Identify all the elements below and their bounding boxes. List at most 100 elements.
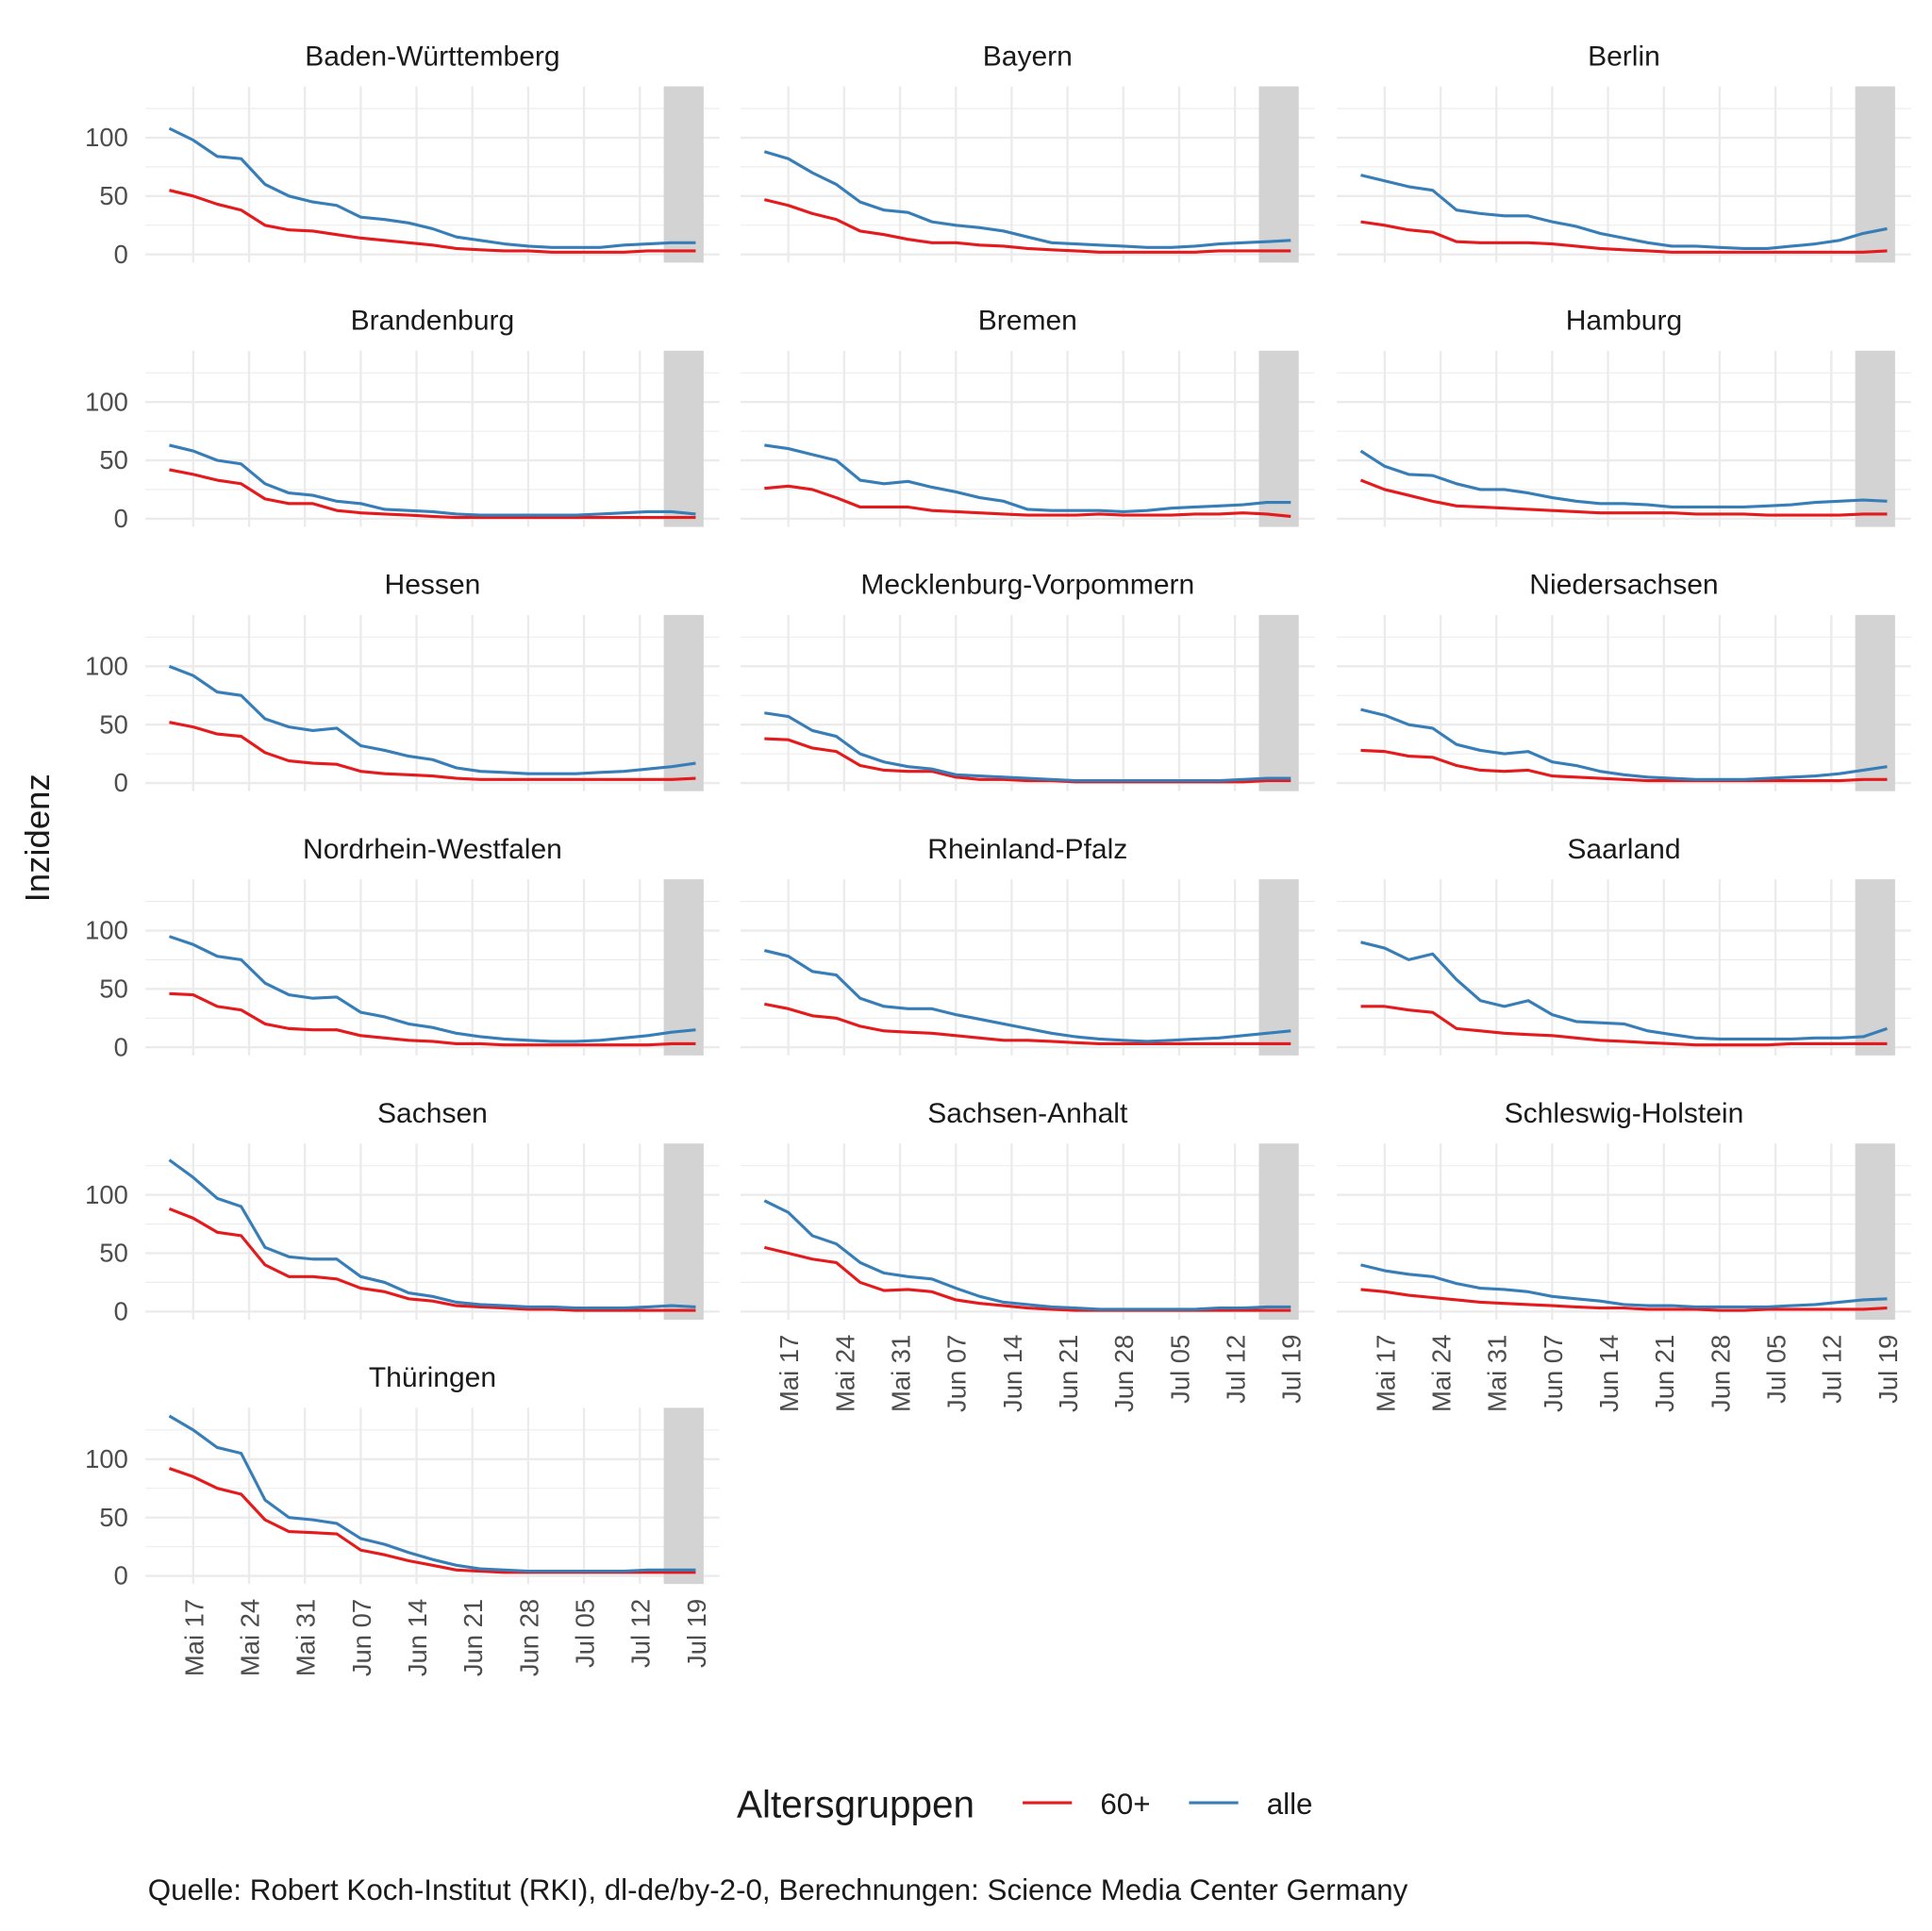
line: [169, 189, 696, 254]
line: [764, 443, 1291, 514]
facet: Hessen 0 50 100: [85, 570, 720, 797]
x-tick-label: Jun 21: [1650, 1335, 1679, 1412]
facet: Sachsen-Anhalt Mai 17 Mai 24 Mai 31 Jun 07 Ju…: [740, 1098, 1315, 1412]
line: [1359, 478, 1888, 517]
line: [764, 711, 1291, 783]
x-tick-label: Jun 07: [942, 1335, 972, 1412]
line: [169, 443, 696, 517]
y-tick-label: 0: [114, 1561, 128, 1590]
x-tick-label: Jul 05: [1762, 1335, 1791, 1404]
line: [169, 991, 696, 1047]
line: [1360, 707, 1888, 781]
shade-band: [1855, 350, 1895, 527]
facet-title: Nordrhein-Westfalen: [303, 834, 562, 865]
x-tick-label: Jun 21: [458, 1599, 488, 1676]
shade-band: [663, 1143, 704, 1321]
y-tick-label: 50: [99, 709, 127, 739]
line: [1360, 1288, 1888, 1312]
y-tick-label: 100: [85, 123, 128, 152]
facet-title: Schleswig-Holstein: [1505, 1098, 1744, 1129]
shade-band: [1258, 350, 1299, 527]
facet: Bayern: [740, 41, 1315, 263]
x-tick-label: Jun 14: [403, 1599, 432, 1676]
x-tick-label: Jun 07: [1539, 1335, 1568, 1412]
x-tick-label: Jun 21: [1054, 1335, 1083, 1412]
x-tick-label: Jul 19: [1874, 1335, 1903, 1404]
x-tick-label: Jun 28: [1109, 1335, 1139, 1412]
x-tick-label: Jul 12: [1818, 1335, 1847, 1404]
x-tick-label: Mai 17: [774, 1335, 804, 1412]
facet: Nordrhein-Westfalen 0 50 100: [85, 834, 720, 1061]
x-tick-label: Jun 14: [998, 1335, 1027, 1412]
y-tick-label: 50: [99, 1239, 127, 1268]
y-tick-label: 100: [85, 387, 128, 416]
shade-band: [663, 879, 704, 1056]
x-tick-label: Mai 31: [886, 1335, 915, 1412]
x-tick-label: Mai 17: [1371, 1335, 1400, 1412]
y-tick-label: 100: [85, 1180, 128, 1209]
facet-title: Bremen: [978, 306, 1077, 337]
line: [763, 949, 1291, 1043]
line: [1360, 1263, 1888, 1308]
y-tick-label: 0: [114, 504, 128, 533]
y-tick-label: 50: [99, 1503, 127, 1532]
y-tick-label: 100: [85, 916, 128, 945]
x-tick-label: Mai 31: [1483, 1335, 1512, 1412]
line: [168, 1414, 696, 1573]
x-tick-label: Jul 12: [1222, 1335, 1251, 1404]
facet: Sachsen 0 50 100: [85, 1098, 720, 1325]
y-tick-label: 50: [99, 974, 127, 1003]
x-tick-label: Mai 24: [830, 1335, 859, 1412]
shade-band: [1258, 86, 1299, 263]
facet: Hamburg: [1337, 306, 1911, 527]
x-tick-label: Jul 19: [1277, 1335, 1307, 1404]
y-tick-label: 0: [114, 1032, 128, 1061]
facet: Brandenburg 0 50 100: [85, 306, 720, 533]
shade-band: [1855, 614, 1895, 791]
x-tick-label: Jun 14: [1594, 1335, 1624, 1412]
y-tick-label: 100: [85, 651, 128, 680]
y-tick-label: 100: [85, 1444, 128, 1473]
facet-title: Mecklenburg-Vorpommern: [860, 570, 1194, 601]
facet-title: Brandenburg: [351, 306, 515, 337]
line: [1360, 220, 1888, 254]
y-tick-label: 50: [99, 181, 127, 210]
line: [168, 664, 696, 775]
caption: Quelle: Robert Koch-Institut (RKI), dl-d…: [148, 1873, 1408, 1906]
line: [763, 1245, 1291, 1312]
line: [1359, 449, 1888, 509]
legend-label: alle: [1267, 1788, 1313, 1821]
facet: Thüringen 0 50 100 Mai 17 Mai 24 Mai 31 Jun 07 J…: [85, 1362, 720, 1676]
shade-band: [663, 1407, 704, 1585]
y-tick-label: 0: [114, 240, 128, 269]
shade-band: [663, 350, 704, 527]
x-tick-label: Jun 28: [514, 1599, 543, 1676]
shade-band: [1855, 86, 1895, 263]
line: [168, 1207, 696, 1312]
facet-title: Rheinland-Pfalz: [927, 834, 1127, 865]
line: [763, 1199, 1291, 1311]
line: [763, 198, 1291, 254]
facet: Schleswig-Holstein Mai 17 Mai 24 Mai 31 Jun …: [1337, 1098, 1911, 1412]
facet-title: Hamburg: [1566, 306, 1683, 337]
legend-label: 60+: [1100, 1788, 1150, 1821]
x-tick-label: Jul 05: [571, 1599, 600, 1668]
shade-band: [1855, 879, 1895, 1056]
line: [168, 126, 696, 249]
facet-title: Baden-Württemberg: [305, 41, 559, 72]
facet-title: Niedersachsen: [1529, 570, 1718, 601]
line: [764, 484, 1291, 518]
facet: Niedersachsen: [1337, 570, 1911, 791]
line: [1360, 748, 1888, 783]
line: [169, 721, 696, 781]
line: [168, 935, 696, 1043]
line: [168, 1158, 696, 1310]
facet-title: Saarland: [1567, 834, 1680, 865]
x-tick-label: Mai 17: [179, 1599, 208, 1676]
y-tick-label: 0: [114, 1296, 128, 1325]
facet: Bremen: [740, 306, 1315, 527]
line: [764, 1002, 1291, 1046]
shade-band: [1258, 614, 1299, 791]
shade-band: [663, 614, 704, 791]
